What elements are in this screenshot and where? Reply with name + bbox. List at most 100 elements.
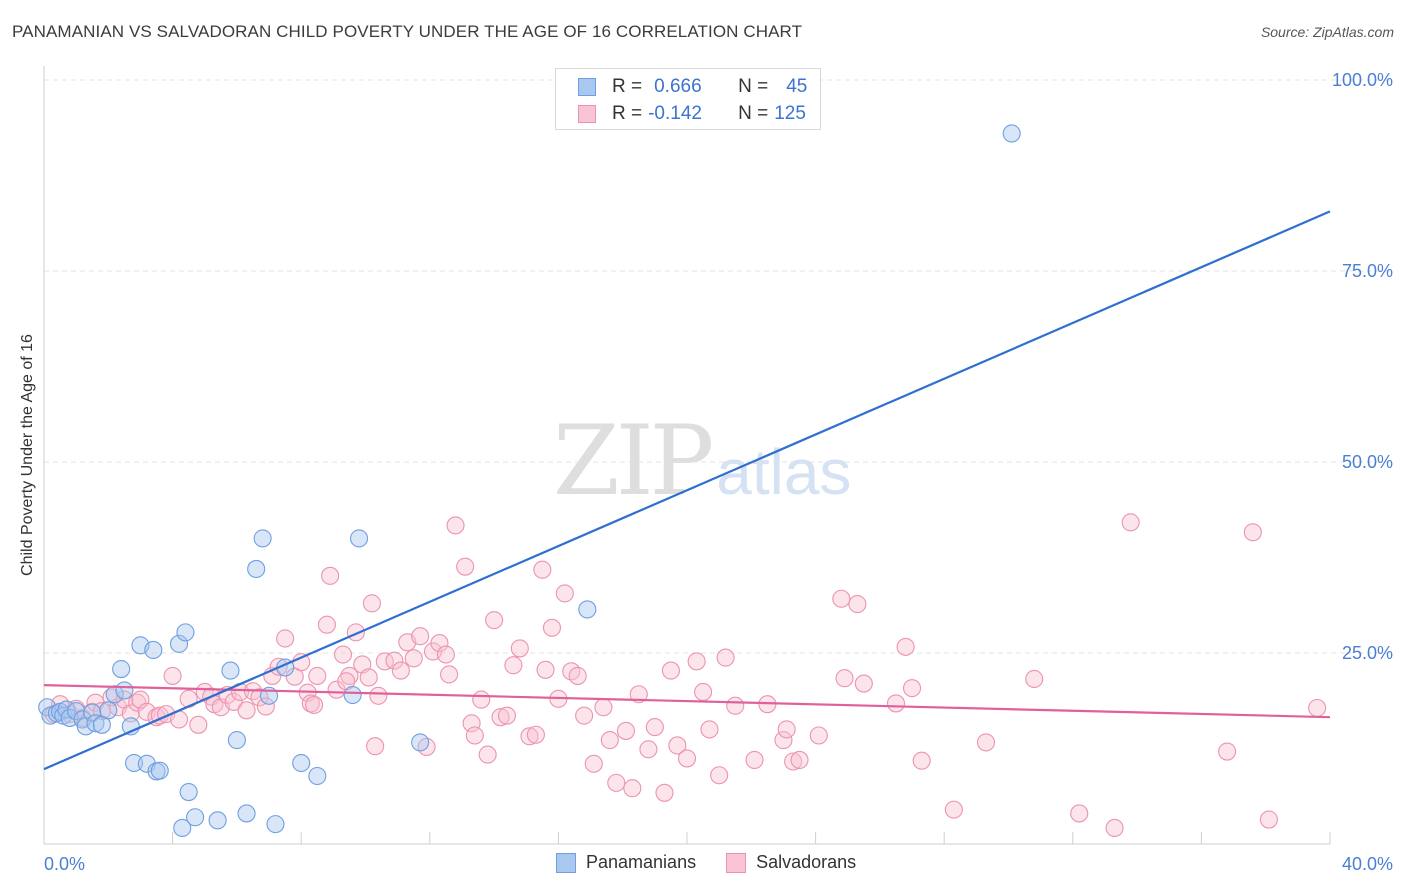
data-point-salvadorans <box>305 695 324 715</box>
data-point-panamanians <box>308 766 327 786</box>
series-swatch-panamanians <box>556 852 576 873</box>
series-legend-panamanians[interactable]: Panamanians <box>556 852 696 873</box>
data-point-salvadorans <box>485 611 504 630</box>
legend-n-label: N = <box>738 76 769 97</box>
data-point-salvadorans <box>584 754 603 773</box>
data-point-salvadorans <box>542 618 562 637</box>
legend-r-label: R = <box>612 103 643 124</box>
data-point-salvadorans <box>121 704 140 723</box>
legend-n-value: 125 <box>774 103 806 124</box>
data-point-salvadorans <box>600 731 619 750</box>
data-point-salvadorans <box>774 731 793 750</box>
data-point-salvadorans <box>677 749 697 768</box>
data-point-salvadorans <box>301 694 320 713</box>
data-point-salvadorans <box>366 737 385 756</box>
legend-swatch-salvadorans <box>578 105 596 123</box>
data-point-salvadorans <box>976 733 996 752</box>
data-point-panamanians <box>253 529 272 548</box>
data-point-salvadorans <box>440 665 459 684</box>
data-point-salvadorans <box>661 661 680 680</box>
data-point-salvadorans <box>417 737 436 757</box>
data-point-panamanians <box>227 731 246 750</box>
data-point-salvadorans <box>308 666 327 685</box>
data-point-salvadorans <box>491 708 510 727</box>
data-point-salvadorans <box>623 779 642 798</box>
legend-row-salvadorans: R = -0.142 N = 125 <box>578 102 806 126</box>
data-point-salvadorans <box>700 720 719 739</box>
legend-n-label: N = <box>738 103 769 124</box>
data-point-salvadorans <box>430 634 449 653</box>
data-point-panamanians <box>99 701 118 720</box>
data-point-salvadorans <box>944 800 963 819</box>
data-point-salvadorans <box>340 666 359 685</box>
data-point-salvadorans <box>1121 513 1140 532</box>
data-point-panamanians <box>112 659 131 679</box>
data-point-salvadorans <box>886 694 906 713</box>
data-point-salvadorans <box>809 726 828 745</box>
data-point-salvadorans <box>835 669 854 688</box>
data-point-panamanians <box>179 782 198 802</box>
data-point-salvadorans <box>533 560 552 579</box>
data-point-salvadorans <box>1070 804 1089 823</box>
data-point-salvadorans <box>745 750 764 770</box>
data-point-panamanians <box>237 804 256 823</box>
data-point-salvadorans <box>639 740 658 759</box>
data-point-panamanians <box>86 714 105 733</box>
series-legend: Panamanians Salvadorans <box>556 852 886 873</box>
data-point-salvadorans <box>333 645 353 664</box>
data-point-salvadorans <box>472 690 491 709</box>
data-point-panamanians <box>221 661 240 680</box>
data-point-salvadorans <box>616 721 635 740</box>
data-point-panamanians <box>186 808 205 827</box>
data-point-salvadorans <box>555 584 574 603</box>
data-point-panamanians <box>208 811 227 830</box>
data-point-panamanians <box>350 529 369 548</box>
data-point-salvadorans <box>832 589 851 608</box>
data-point-panamanians <box>169 634 189 653</box>
data-point-salvadorans <box>504 656 523 675</box>
data-point-salvadorans <box>716 648 735 667</box>
legend-r-value: 0.666 <box>654 76 702 97</box>
y-tick-label: 50.0% <box>1342 452 1393 472</box>
data-point-panamanians <box>115 681 134 700</box>
series-legend-salvadorans[interactable]: Salvadorans <box>726 852 856 873</box>
data-point-panamanians <box>343 685 362 705</box>
data-point-salvadorans <box>520 727 539 746</box>
data-point-salvadorans <box>436 645 455 664</box>
data-point-salvadorans <box>1105 818 1124 838</box>
data-point-salvadorans <box>385 651 404 670</box>
data-point-salvadorans <box>687 652 706 671</box>
data-point-salvadorans <box>465 726 484 745</box>
data-point-panamanians <box>124 753 144 773</box>
series-label: Salvadorans <box>756 852 857 872</box>
x-tick-label: 40.0% <box>1342 854 1393 874</box>
data-point-panamanians <box>83 703 102 722</box>
data-point-salvadorans <box>854 674 873 693</box>
data-point-salvadorans <box>256 697 275 716</box>
data-point-salvadorans <box>189 715 208 734</box>
data-point-salvadorans <box>912 751 931 770</box>
data-point-salvadorans <box>607 773 626 792</box>
data-point-panamanians <box>292 753 311 773</box>
data-point-panamanians <box>176 623 195 642</box>
data-point-salvadorans <box>497 706 517 725</box>
data-point-salvadorans <box>655 783 674 802</box>
legend-n-value: 45 <box>786 76 808 97</box>
data-point-salvadorans <box>1243 523 1262 542</box>
legend-swatch-panamanians <box>578 78 596 96</box>
data-point-salvadorans <box>391 661 410 680</box>
data-point-panamanians <box>144 640 163 659</box>
data-point-salvadorans <box>1259 810 1278 829</box>
source-credit: Source: ZipAtlas.com <box>1260 24 1394 40</box>
data-point-salvadorans <box>456 557 475 576</box>
data-point-salvadorans <box>362 594 381 613</box>
legend-r-value: -0.142 <box>648 103 702 124</box>
legend-row-panamanians: R = 0.666 N = 45 <box>578 75 807 99</box>
chart-title: PANAMANIAN VS SALVADORAN CHILD POVERTY U… <box>12 22 803 41</box>
data-point-salvadorans <box>777 720 796 739</box>
data-point-salvadorans <box>292 653 311 672</box>
data-point-salvadorans <box>321 566 340 585</box>
data-point-salvadorans <box>694 682 713 702</box>
data-point-salvadorans <box>594 698 613 717</box>
